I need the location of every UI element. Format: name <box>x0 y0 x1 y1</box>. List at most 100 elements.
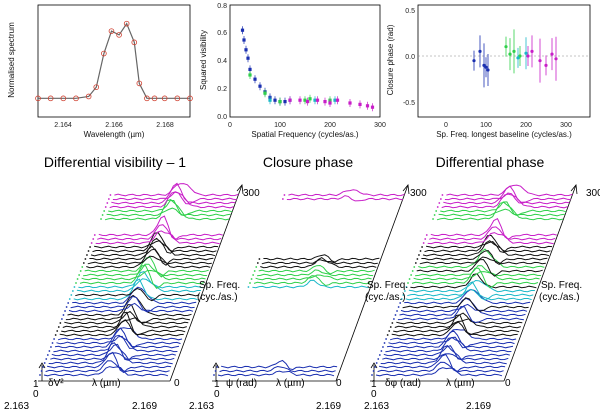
spectrum-point <box>93 84 100 90</box>
trace-marker <box>249 282 251 284</box>
trace-marker <box>51 342 54 344</box>
yaxis-label: ψ (rad) <box>226 378 257 389</box>
yaxis-top: 1 <box>33 379 39 390</box>
spectrum-trace <box>64 310 189 325</box>
closure-ytick: -0.5 <box>403 100 415 107</box>
yaxis-bottom: 0 <box>33 389 39 400</box>
trace-marker <box>416 258 419 260</box>
spectrum-trace <box>377 361 504 373</box>
spectrum-point <box>101 50 107 57</box>
spectrum-trace <box>404 288 531 305</box>
trace-marker <box>410 274 413 276</box>
spectrum-trace <box>257 269 374 277</box>
trace-marker <box>40 370 43 372</box>
lambda-max: 2.169 <box>466 401 491 412</box>
closure-point-cyan <box>516 56 520 60</box>
spectrum-point <box>131 39 138 46</box>
spectrum-point <box>123 20 130 27</box>
trace-marker <box>438 202 441 204</box>
yaxis-bottom: 0 <box>371 389 377 400</box>
visibility-point-magenta <box>298 98 302 102</box>
trace-marker <box>408 278 411 280</box>
spectrum-trace <box>253 275 371 287</box>
closure-point-magenta <box>538 59 542 63</box>
visibility-point-blue <box>248 67 252 71</box>
closure-point-green <box>508 52 512 56</box>
spectrum-point <box>136 80 143 87</box>
spectrum-point <box>108 28 115 34</box>
visibility-point-cyan <box>313 98 317 102</box>
spectrum-trace <box>385 337 512 353</box>
trace-marker <box>39 374 41 376</box>
trace-marker <box>377 358 380 360</box>
lambda-min: 2.163 <box>364 401 389 412</box>
spectrum-trace <box>426 241 553 253</box>
freq-top-label: 300 <box>586 188 600 199</box>
trace-marker <box>79 270 82 272</box>
visibility-ytick: 0.0 <box>217 114 227 121</box>
freq-axis <box>503 184 577 382</box>
trace-marker <box>393 318 395 320</box>
visibility-point-blue <box>253 77 257 81</box>
visibility-point-green <box>278 100 282 104</box>
spectrum-trace <box>422 240 550 257</box>
y-axis-arrow <box>212 362 220 369</box>
trace-marker <box>76 278 79 280</box>
trace-marker <box>101 214 104 216</box>
trace-marker <box>89 246 91 248</box>
trace-marker <box>372 370 375 372</box>
spectrum-trace <box>84 256 209 278</box>
trace-marker <box>48 350 51 352</box>
trace-marker <box>405 286 408 288</box>
closure-xtick: 0 <box>444 122 448 129</box>
visibility-point-magenta <box>288 98 292 102</box>
visibility-point-magenta <box>315 98 320 102</box>
spectrum-trace <box>263 254 380 263</box>
trace-marker <box>383 342 386 344</box>
visibility-frame <box>229 4 381 118</box>
visibility-xtick: 200 <box>324 122 336 129</box>
spectrum-trace <box>389 328 517 341</box>
trace-marker <box>399 302 402 304</box>
spectrum-frame <box>37 4 191 118</box>
trace-marker <box>391 322 394 324</box>
trace-marker <box>86 254 88 256</box>
y-axis-arrow <box>370 362 378 369</box>
lambda-label: λ (µm) <box>446 378 475 389</box>
trace-marker <box>435 210 438 212</box>
spectrum-point <box>60 95 67 102</box>
diffphase-title: Differential phase <box>436 154 545 170</box>
freq-axis-arrow <box>402 184 410 195</box>
lambda-label: λ (µm) <box>92 378 121 389</box>
spectrum-trace <box>407 288 534 301</box>
spectrum-trace <box>286 195 403 202</box>
trace-marker <box>216 366 219 368</box>
trace-marker <box>81 266 84 268</box>
spectrum-trace <box>383 345 510 361</box>
trace-marker <box>382 346 384 348</box>
trace-marker <box>380 350 383 352</box>
trace-marker <box>385 338 387 340</box>
freq-axis-label: Sp. Freq. <box>541 280 582 291</box>
spectrum-trace <box>108 199 233 217</box>
visibility-ytick: 0.2 <box>217 86 227 93</box>
freq-axis-arrow <box>570 184 578 195</box>
closure3d-labels: λ (µm) 2.163 2.169 1 0 ψ (rad) <box>189 378 341 412</box>
trace-marker <box>403 290 406 292</box>
visibility-point-blue <box>258 84 262 88</box>
closure-point-blue <box>478 49 482 53</box>
spectrum-trace <box>92 232 217 253</box>
spectrum-trace <box>415 265 542 277</box>
yaxis-label: δV² <box>48 378 64 389</box>
diffvis-waterfall <box>38 182 244 382</box>
yaxis-top: 1 <box>214 379 220 390</box>
trace-marker <box>43 362 46 364</box>
visibility-point-green <box>248 73 252 77</box>
lambda-min: 2.163 <box>4 401 29 412</box>
visibility-point-magenta <box>370 105 375 109</box>
spectrum-trace <box>396 312 523 325</box>
trace-marker <box>92 238 95 240</box>
trace-marker <box>87 250 90 252</box>
spectrum-trace <box>441 193 568 209</box>
